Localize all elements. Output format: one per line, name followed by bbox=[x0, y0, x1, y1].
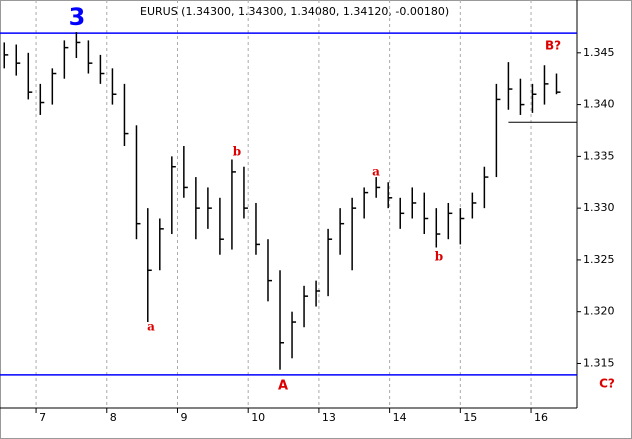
x-tick-label: 16 bbox=[534, 411, 548, 424]
y-tick-label: 1.320 bbox=[583, 305, 615, 318]
chart-title: EURUS (1.34300, 1.34300, 1.34080, 1.3412… bbox=[140, 5, 449, 18]
y-tick-label: 1.325 bbox=[583, 253, 615, 266]
y-tick-label: 1.315 bbox=[583, 356, 615, 369]
y-tick-label: 1.330 bbox=[583, 201, 615, 214]
annotation: a bbox=[372, 165, 380, 179]
annotation: A bbox=[278, 379, 288, 394]
annotation: 3 bbox=[69, 3, 86, 31]
x-tick-label: 8 bbox=[110, 411, 117, 424]
y-tick-label: 1.345 bbox=[583, 46, 615, 59]
x-tick-label: 10 bbox=[251, 411, 265, 424]
annotation: B? bbox=[545, 39, 561, 53]
x-tick-label: 13 bbox=[322, 411, 336, 424]
annotation: b bbox=[233, 145, 241, 159]
x-tick-label: 9 bbox=[180, 411, 187, 424]
annotation: C? bbox=[599, 377, 615, 391]
annotation: b bbox=[435, 250, 443, 264]
y-tick-label: 1.340 bbox=[583, 98, 615, 111]
x-tick-label: 7 bbox=[39, 411, 46, 424]
y-tick-label: 1.335 bbox=[583, 149, 615, 162]
x-tick-label: 14 bbox=[393, 411, 407, 424]
x-tick-label: 15 bbox=[463, 411, 477, 424]
annotation: a bbox=[147, 320, 155, 334]
